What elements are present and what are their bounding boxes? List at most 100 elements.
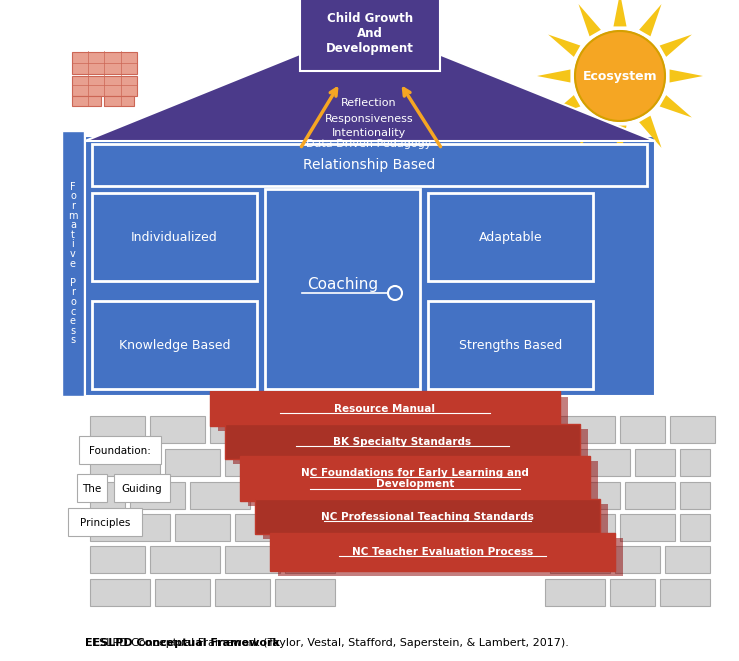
FancyBboxPatch shape	[680, 449, 710, 476]
Text: Strengths Based: Strengths Based	[459, 338, 562, 352]
Polygon shape	[660, 95, 692, 118]
Circle shape	[575, 31, 665, 121]
FancyBboxPatch shape	[300, 0, 440, 71]
FancyBboxPatch shape	[150, 546, 220, 573]
FancyBboxPatch shape	[62, 131, 84, 396]
Text: Coaching: Coaching	[307, 276, 378, 292]
FancyBboxPatch shape	[255, 499, 600, 534]
FancyBboxPatch shape	[90, 482, 125, 509]
FancyBboxPatch shape	[670, 416, 715, 443]
Text: EESLPD Conceptual Framework (Taylor, Vestal, Stafford, Saperstein, & Lambert, 20: EESLPD Conceptual Framework (Taylor, Ves…	[85, 638, 569, 648]
FancyBboxPatch shape	[550, 546, 610, 573]
FancyBboxPatch shape	[620, 416, 665, 443]
FancyBboxPatch shape	[248, 461, 598, 506]
Polygon shape	[85, 26, 655, 141]
FancyBboxPatch shape	[665, 546, 710, 573]
FancyBboxPatch shape	[150, 416, 205, 443]
FancyBboxPatch shape	[92, 301, 257, 389]
FancyBboxPatch shape	[67, 508, 143, 536]
FancyBboxPatch shape	[565, 482, 620, 509]
FancyBboxPatch shape	[225, 424, 580, 459]
FancyBboxPatch shape	[555, 416, 615, 443]
FancyBboxPatch shape	[225, 449, 280, 476]
FancyBboxPatch shape	[130, 482, 185, 509]
Text: Principles: Principles	[80, 518, 130, 528]
Polygon shape	[613, 126, 627, 159]
FancyBboxPatch shape	[90, 579, 150, 606]
FancyBboxPatch shape	[190, 482, 250, 509]
Polygon shape	[548, 34, 580, 57]
FancyBboxPatch shape	[263, 504, 608, 539]
FancyBboxPatch shape	[210, 391, 560, 426]
FancyBboxPatch shape	[92, 144, 647, 186]
Text: The: The	[82, 484, 102, 494]
Polygon shape	[537, 69, 571, 83]
FancyBboxPatch shape	[265, 189, 420, 389]
FancyBboxPatch shape	[72, 96, 101, 106]
Text: Relationship Based: Relationship Based	[303, 158, 435, 172]
Polygon shape	[613, 0, 627, 26]
Text: Data Driven Pedagogy: Data Driven Pedagogy	[306, 139, 432, 149]
FancyBboxPatch shape	[233, 429, 588, 464]
FancyBboxPatch shape	[79, 436, 161, 464]
Text: Knowledge Based: Knowledge Based	[119, 338, 231, 352]
Text: Child Growth
And
Development: Child Growth And Development	[326, 12, 414, 55]
FancyBboxPatch shape	[72, 76, 137, 96]
FancyBboxPatch shape	[115, 474, 170, 502]
Polygon shape	[639, 4, 661, 36]
Text: NC Professional Teaching Standards: NC Professional Teaching Standards	[321, 512, 534, 522]
FancyBboxPatch shape	[610, 579, 655, 606]
FancyBboxPatch shape	[615, 546, 660, 573]
FancyBboxPatch shape	[570, 449, 630, 476]
FancyBboxPatch shape	[85, 136, 655, 396]
Text: Ecosystem: Ecosystem	[582, 69, 657, 83]
FancyBboxPatch shape	[90, 416, 145, 443]
FancyBboxPatch shape	[240, 456, 590, 501]
Text: Reflection: Reflection	[341, 98, 397, 108]
FancyBboxPatch shape	[545, 579, 605, 606]
Text: Guiding: Guiding	[122, 484, 163, 494]
FancyBboxPatch shape	[92, 193, 257, 281]
FancyBboxPatch shape	[620, 514, 675, 541]
Polygon shape	[670, 69, 703, 83]
FancyBboxPatch shape	[278, 538, 623, 576]
FancyBboxPatch shape	[285, 546, 335, 573]
Polygon shape	[579, 116, 601, 148]
Polygon shape	[548, 95, 580, 118]
FancyBboxPatch shape	[210, 416, 270, 443]
Text: Individualized: Individualized	[131, 231, 218, 243]
FancyBboxPatch shape	[215, 579, 270, 606]
FancyBboxPatch shape	[218, 396, 568, 431]
Text: F
o
r
m
a
t
i
v
e
 
P
r
o
c
e
s
s: F o r m a t i v e P r o c e s s	[68, 182, 78, 345]
FancyBboxPatch shape	[104, 96, 134, 106]
Text: Intentionality: Intentionality	[332, 128, 406, 138]
FancyBboxPatch shape	[635, 449, 675, 476]
FancyBboxPatch shape	[680, 482, 710, 509]
FancyBboxPatch shape	[625, 482, 675, 509]
Text: Foundation:: Foundation:	[89, 446, 151, 456]
FancyBboxPatch shape	[78, 474, 106, 502]
Polygon shape	[639, 116, 661, 148]
FancyBboxPatch shape	[155, 579, 210, 606]
Text: NC Foundations for Early Learning and
Development: NC Foundations for Early Learning and De…	[301, 468, 529, 489]
FancyBboxPatch shape	[275, 579, 335, 606]
FancyBboxPatch shape	[235, 514, 290, 541]
Polygon shape	[579, 4, 601, 36]
FancyBboxPatch shape	[270, 533, 615, 571]
Text: Resource Manual: Resource Manual	[335, 403, 435, 414]
Polygon shape	[660, 34, 692, 57]
Text: Adaptable: Adaptable	[479, 231, 542, 243]
FancyBboxPatch shape	[90, 546, 145, 573]
FancyBboxPatch shape	[225, 546, 280, 573]
FancyBboxPatch shape	[428, 193, 593, 281]
FancyBboxPatch shape	[90, 449, 160, 476]
FancyBboxPatch shape	[428, 301, 593, 389]
FancyBboxPatch shape	[165, 449, 220, 476]
FancyBboxPatch shape	[560, 514, 615, 541]
FancyBboxPatch shape	[90, 514, 170, 541]
Text: NC Teacher Evaluation Process: NC Teacher Evaluation Process	[352, 547, 533, 557]
FancyBboxPatch shape	[680, 514, 710, 541]
Text: BK Specialty Standards: BK Specialty Standards	[333, 436, 471, 446]
FancyBboxPatch shape	[660, 579, 710, 606]
FancyBboxPatch shape	[72, 52, 137, 74]
